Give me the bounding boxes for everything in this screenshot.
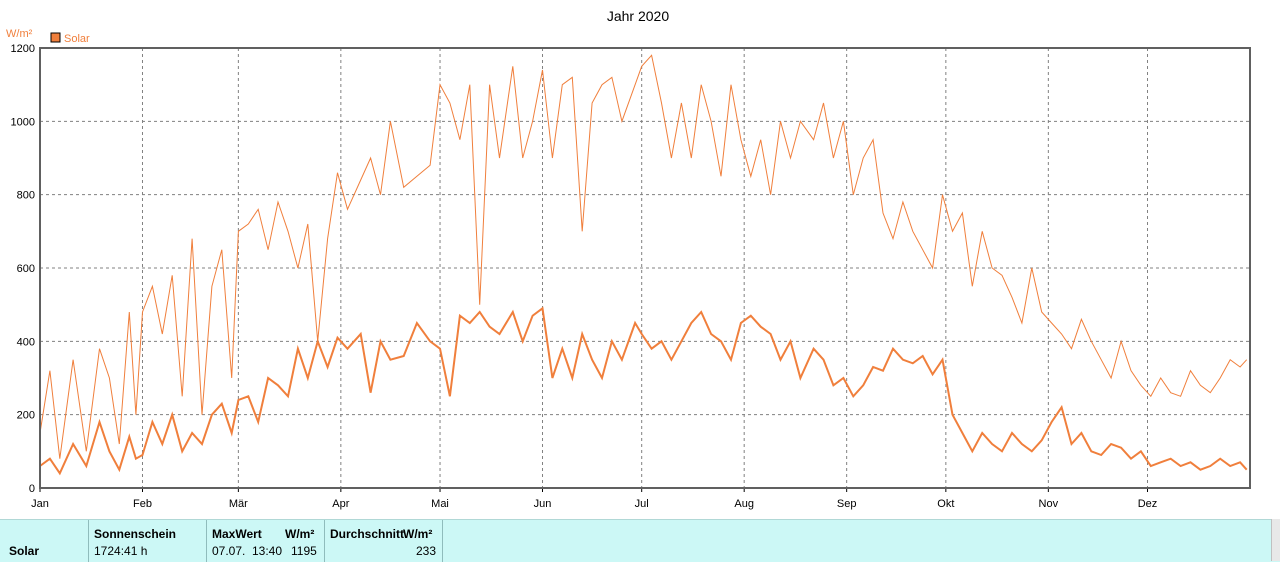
stats-sunshine-header: Sonnenschein (94, 527, 177, 541)
stats-average-unit: W/m² (403, 527, 433, 541)
y-tick-label: 1200 (11, 43, 35, 55)
y-axis-ticks: 0 200 400 600 800 1000 1200 (11, 43, 35, 495)
stats-average-value: 233 (416, 544, 437, 558)
x-tick-label: Jan (31, 498, 49, 510)
x-tick-label: Apr (332, 498, 349, 510)
vertical-scrollbar[interactable] (1271, 519, 1280, 561)
series-line-solar-max (39, 54, 1248, 459)
x-tick-label: Feb (133, 498, 152, 510)
stats-max-cell: MaxWert W/m² 07.07. 13:40 1195 (206, 520, 325, 562)
y-tick-label: 800 (17, 190, 35, 202)
series-layer (39, 54, 1248, 476)
x-tick-label: Okt (937, 498, 954, 510)
y-tick-label: 400 (17, 336, 35, 348)
legend-label-solar: Solar (64, 33, 90, 45)
x-tick-label: Dez (1138, 498, 1158, 510)
x-tick-label: Mär (229, 498, 248, 510)
x-tick-label: Nov (1039, 498, 1059, 510)
stats-average-cell: Durchschnitt W/m² 233 (324, 520, 443, 562)
stats-max-time: 13:40 (252, 544, 283, 558)
stats-row-label: Solar (9, 544, 40, 558)
chart-title: Jahr 2020 (607, 8, 669, 24)
x-tick-label: Jun (534, 498, 552, 510)
stats-max-unit: W/m² (285, 527, 315, 541)
series-line-solar-avg (39, 306, 1248, 476)
y-tick-label: 1000 (11, 116, 35, 128)
x-axis-ticks: Jan Feb Mär Apr Mai Jun Jul Aug Sep Okt Nov Dez (31, 488, 1157, 510)
x-tick-label: Sep (837, 498, 857, 510)
legend-swatch-solar (50, 32, 61, 43)
grid-layer (40, 48, 1250, 488)
solar-chart: Jahr 2020 Solar W/m² 0 200 400 600 800 1000 12… (6, 8, 1251, 510)
stats-max-date: 07.07. (212, 544, 246, 558)
stats-sunshine-cell: Sonnenschein 1724:41 h (88, 520, 207, 562)
y-axis-unit: W/m² (6, 28, 33, 40)
x-tick-label: Aug (734, 498, 754, 510)
statistics-table: Solar Sonnenschein 1724:41 h MaxWert W/m… (0, 519, 1280, 562)
y-tick-label: 200 (17, 410, 35, 422)
stats-max-value: 1195 (291, 544, 317, 558)
plot-frame (39, 47, 1251, 489)
y-tick-label: 600 (17, 263, 35, 275)
y-tick-label: 0 (29, 483, 35, 495)
stats-max-header: MaxWert (212, 527, 262, 541)
stats-sunshine-value: 1724:41 h (94, 544, 148, 558)
stats-row-label-cell: Solar (0, 520, 89, 562)
x-tick-label: Jul (635, 498, 649, 510)
stats-average-header: Durchschnitt (330, 527, 405, 541)
x-tick-label: Mai (431, 498, 449, 510)
